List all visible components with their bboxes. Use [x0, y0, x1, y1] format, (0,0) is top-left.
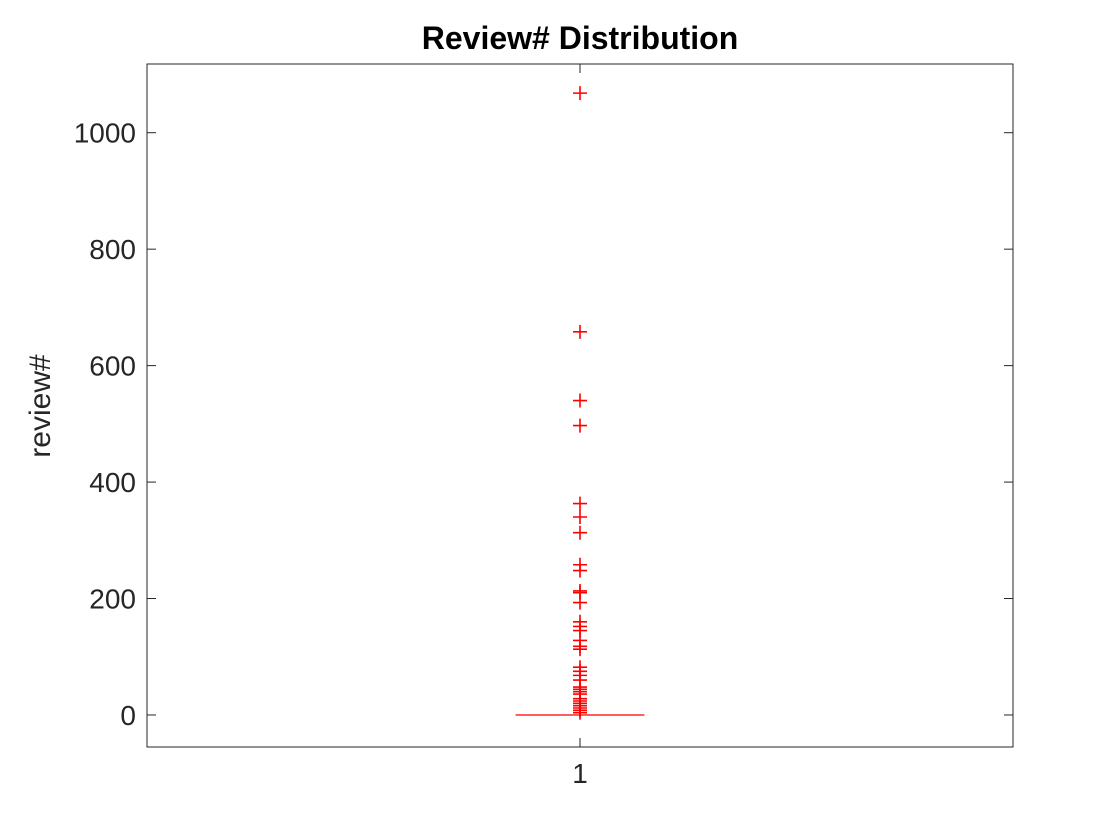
- outlier-marker: [573, 496, 587, 511]
- chart-title: Review# Distribution: [422, 20, 739, 56]
- x-axis-ticks: 1: [572, 64, 588, 789]
- outlier-marker: [573, 563, 587, 578]
- y-tick-label: 200: [89, 584, 136, 615]
- outlier-marker: [573, 705, 587, 720]
- outlier-marker: [573, 595, 587, 610]
- y-tick-label: 400: [89, 467, 136, 498]
- y-axis-ticks: 0 200 400 600 800 1000: [74, 118, 1013, 731]
- outlier-marker: [573, 86, 587, 101]
- x-tick-label: 1: [572, 758, 588, 789]
- outlier-marker: [573, 642, 587, 657]
- box-series: [515, 86, 645, 720]
- outlier-marker: [573, 525, 587, 540]
- outlier-marker: [573, 393, 587, 408]
- y-tick-label: 0: [120, 700, 136, 731]
- y-tick-label: 600: [89, 351, 136, 382]
- y-axis-label: review#: [24, 354, 57, 458]
- y-tick-label: 1000: [74, 118, 136, 149]
- outlier-marker: [573, 324, 587, 339]
- y-tick-label: 800: [89, 234, 136, 265]
- outlier-marker: [573, 418, 587, 433]
- outlier-marker: [573, 510, 587, 525]
